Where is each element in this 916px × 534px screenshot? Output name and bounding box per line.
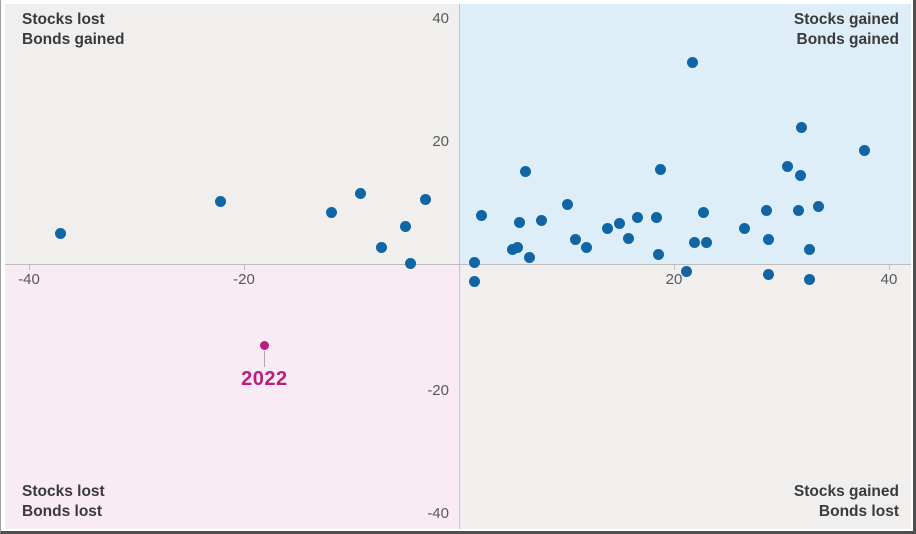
data-point	[654, 164, 666, 176]
x-tick-label: 20	[665, 271, 683, 288]
data-point	[653, 248, 665, 260]
quadrant-label-line: Bonds gained	[796, 31, 899, 48]
annotation-year-label: 2022	[241, 368, 288, 391]
data-point	[739, 222, 751, 234]
data-point	[476, 210, 488, 222]
data-point	[354, 187, 366, 199]
x-tick-label: -40	[18, 271, 40, 288]
quadrant-label-line: Bonds gained	[22, 31, 125, 48]
data-point	[468, 256, 480, 268]
scatter-plot: -40 -20 20 40 40 20 -20 -40 Stocks lost Bonds g…	[5, 4, 911, 529]
data-point	[520, 165, 532, 177]
quadrant-label-bottom-left: Stocks lost Bonds lost	[22, 482, 105, 522]
data-point	[763, 233, 775, 245]
data-point	[697, 207, 709, 219]
data-point	[468, 275, 480, 287]
data-point	[420, 194, 432, 206]
data-point	[700, 237, 712, 249]
quadrant-label-line: Stocks gained	[793, 483, 899, 500]
data-point	[631, 211, 643, 223]
x-axis-line	[5, 264, 911, 265]
quadrant-label-line: Stocks lost	[22, 483, 105, 500]
x-axis-tickmark	[28, 265, 30, 270]
data-point	[782, 161, 794, 173]
quadrant-label-line: Bonds lost	[22, 503, 103, 520]
data-point	[681, 265, 693, 277]
data-point	[376, 241, 388, 253]
data-point	[399, 221, 411, 233]
data-point	[405, 258, 417, 270]
quadrant-label-line: Bonds lost	[818, 503, 899, 520]
x-tick-label: -20	[233, 271, 255, 288]
quadrant-label-top-right: Stocks gained Bonds gained	[794, 10, 899, 50]
quadrant-bottom-left-background	[5, 265, 459, 529]
data-point	[562, 199, 574, 211]
annotation-leader-line	[263, 351, 265, 368]
data-point	[803, 243, 815, 255]
y-tick-label: 40	[432, 9, 449, 27]
data-point	[54, 227, 66, 239]
data-point	[214, 196, 226, 208]
data-point	[536, 214, 548, 226]
data-point	[325, 207, 337, 219]
data-point	[760, 205, 772, 217]
data-point	[581, 241, 593, 253]
data-point	[686, 56, 698, 68]
quadrant-label-bottom-right: Stocks gained Bonds lost	[794, 482, 899, 522]
quadrant-label-line: Stocks lost	[22, 11, 105, 28]
data-point	[651, 212, 663, 224]
quadrant-label-top-left: Stocks lost Bonds gained	[22, 10, 124, 50]
y-axis-line	[459, 4, 460, 529]
y-tick-label: 20	[432, 132, 449, 150]
data-point	[795, 170, 807, 182]
x-tick-label: 40	[880, 271, 898, 288]
x-axis-tickmark	[888, 265, 890, 270]
quadrant-top-right-background	[459, 4, 911, 265]
x-axis-tickmark	[243, 265, 245, 270]
data-point	[796, 122, 808, 134]
data-point	[601, 223, 613, 235]
highlighted-data-point-2022	[259, 340, 269, 350]
quadrant-label-line: Stocks gained	[793, 11, 899, 28]
data-point	[613, 218, 625, 230]
data-point	[793, 205, 805, 217]
data-point	[524, 251, 536, 263]
data-point	[569, 233, 581, 245]
data-point	[858, 145, 870, 157]
data-point	[812, 200, 824, 212]
data-point	[513, 216, 525, 228]
data-point	[511, 241, 523, 253]
data-point	[688, 237, 700, 249]
y-tick-label: -40	[427, 504, 449, 522]
data-point	[803, 273, 815, 285]
data-point	[623, 232, 635, 244]
data-point	[763, 269, 775, 281]
x-axis-tickmark	[673, 265, 675, 270]
y-tick-label: -20	[427, 381, 449, 399]
